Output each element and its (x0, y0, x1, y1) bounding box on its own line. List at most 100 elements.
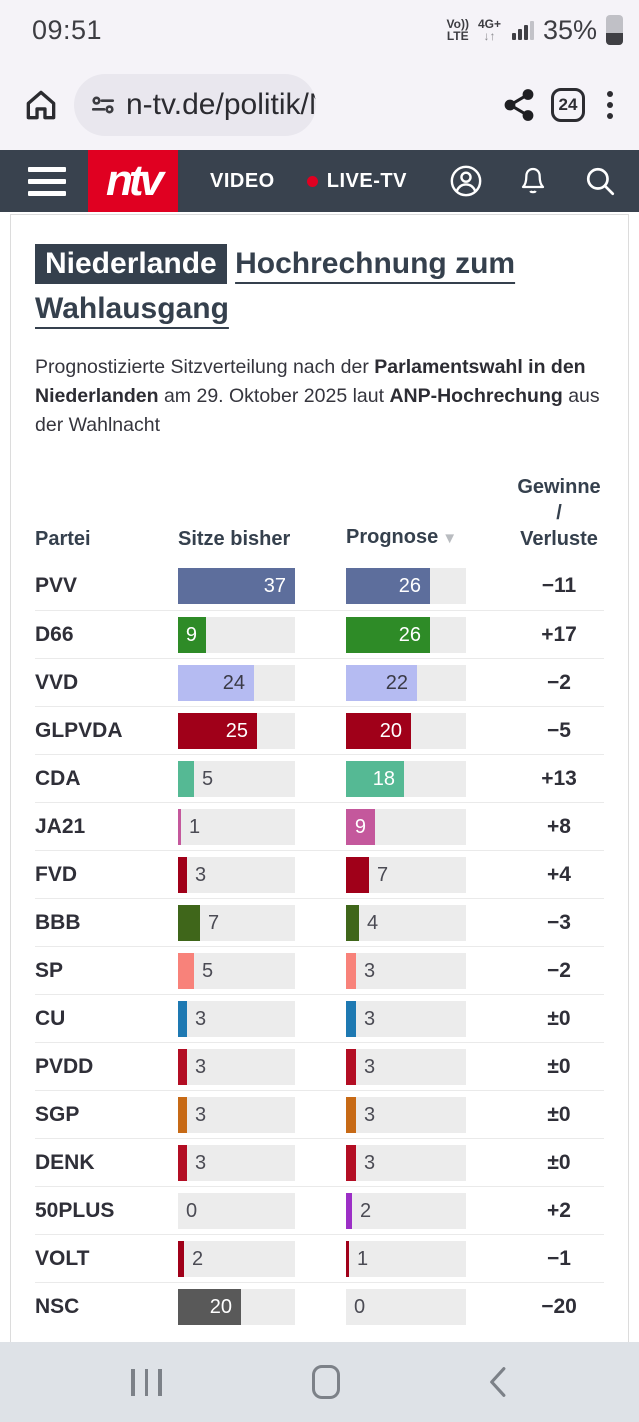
share-icon[interactable] (501, 87, 537, 123)
seats-before-bar: 20 (178, 1288, 346, 1325)
seats-table: PVV 37 26 −11 D66 9 26 +17 VVD 24 22 −2 … (35, 562, 604, 1330)
party-name: BBB (35, 910, 81, 934)
title-text: Hochrechnung zum Wahlausgang (35, 247, 516, 325)
table-row: VVD 24 22 −2 (35, 658, 604, 706)
seats-before-value: 25 (225, 719, 248, 742)
tab-switcher-button[interactable]: 24 (551, 88, 585, 122)
prognose-value: 2 (360, 1199, 372, 1222)
seats-before-bar: 3 (178, 1048, 346, 1085)
prognose-bar: 3 (346, 952, 514, 989)
seats-before-bar: 3 (178, 1144, 346, 1181)
prognose-value: 3 (364, 1151, 376, 1174)
recent-apps-icon[interactable] (125, 1363, 168, 1402)
change-value: −1 (547, 1246, 571, 1270)
table-row: SP 5 3 −2 (35, 946, 604, 994)
party-name: 50PLUS (35, 1198, 115, 1222)
network-type-icon: 4G+ ↓↑ (477, 17, 501, 43)
seats-before-bar: 3 (178, 1096, 346, 1133)
battery-icon (606, 15, 623, 45)
party-name: D66 (35, 622, 74, 646)
table-header: Partei Sitze bisher Prognose ▼ Gewinne / … (35, 474, 604, 562)
article-card: Niederlande Hochrechnung zum Wahlausgang… (10, 214, 629, 1342)
seats-before-bar: 5 (178, 760, 346, 797)
change-value: ±0 (547, 1054, 571, 1078)
party-name: GLPVDA (35, 718, 123, 742)
clock: 09:51 (32, 14, 103, 45)
prognose-value: 3 (364, 1103, 376, 1126)
prognose-bar: 2 (346, 1192, 514, 1229)
android-nav-bar (0, 1342, 639, 1422)
seats-before-bar: 3 (178, 856, 346, 893)
party-name: JA21 (35, 814, 86, 838)
prognose-bar: 18 (346, 760, 514, 797)
url-text[interactable]: n-tv.de/politik/N (126, 88, 316, 121)
nav-live-tv[interactable]: LIVE-TV (306, 170, 407, 193)
change-value: −2 (547, 670, 571, 694)
account-icon[interactable] (449, 164, 483, 198)
search-icon[interactable] (583, 164, 617, 198)
prognose-bar: 22 (346, 664, 514, 701)
seats-before-bar: 5 (178, 952, 346, 989)
prognose-bar: 26 (346, 568, 514, 604)
prognose-value: 26 (398, 575, 421, 597)
seats-before-value: 3 (195, 863, 207, 886)
seats-before-value: 24 (222, 671, 245, 694)
party-name: SP (35, 958, 64, 982)
prognose-value: 4 (367, 911, 379, 934)
prognose-bar: 3 (346, 1096, 514, 1133)
change-value: ±0 (547, 1006, 571, 1030)
url-bar[interactable]: n-tv.de/politik/N (74, 74, 316, 136)
prognose-value: 3 (364, 959, 376, 982)
prognose-bar: 4 (346, 904, 514, 941)
column-header-change[interactable]: Gewinne / Verluste (517, 476, 601, 550)
tab-count: 24 (558, 95, 578, 114)
android-home-icon[interactable] (311, 1365, 340, 1399)
ntv-logo[interactable]: ntv (88, 150, 178, 212)
browser-menu-icon[interactable] (599, 87, 621, 123)
change-value: −11 (541, 574, 577, 597)
sort-descending-icon: ▼ (442, 530, 458, 547)
column-header-party[interactable]: Partei (35, 528, 91, 550)
live-dot-icon (306, 175, 318, 187)
kicker-badge: Niederlande (35, 244, 227, 284)
column-header-seats-before[interactable]: Sitze bisher (178, 528, 291, 550)
android-back-icon[interactable] (484, 1365, 514, 1399)
table-row: NSC 20 0 −20 (35, 1282, 604, 1330)
change-value: +17 (541, 622, 577, 646)
home-icon[interactable] (22, 86, 60, 124)
seats-before-value: 3 (195, 1055, 207, 1078)
prognose-bar: 7 (346, 856, 514, 893)
nav-video[interactable]: VIDEO (210, 169, 275, 192)
table-row: CU 3 3 ±0 (35, 994, 604, 1042)
prognose-value: 22 (385, 671, 408, 694)
party-name: VOLT (35, 1246, 90, 1270)
notifications-bell-icon[interactable] (517, 164, 549, 198)
prognose-value: 3 (364, 1055, 376, 1078)
seats-before-value: 9 (185, 623, 197, 646)
table-row: JA21 1 9 +8 (35, 802, 604, 850)
seats-before-bar: 2 (178, 1240, 346, 1277)
table-row: 50PLUS 0 2 +2 (35, 1186, 604, 1234)
hamburger-menu-icon[interactable] (24, 163, 70, 200)
page-info-icon[interactable] (90, 92, 116, 118)
prognose-value: 26 (398, 623, 421, 646)
table-row: PVV 37 26 −11 (35, 562, 604, 610)
party-name: PVV (35, 574, 78, 597)
change-value: −20 (541, 1294, 577, 1318)
party-name: DENK (35, 1150, 95, 1174)
seats-before-value: 1 (189, 815, 201, 838)
status-bar: 09:51 Vo)) LTE 4G+ ↓↑ 35% (0, 0, 639, 60)
signal-strength-icon (511, 20, 534, 40)
seats-before-bar: 9 (178, 616, 346, 653)
table-row: VOLT 2 1 −1 (35, 1234, 604, 1282)
party-name: FVD (35, 862, 77, 886)
seats-before-value: 2 (192, 1247, 204, 1270)
article-intro: Prognostizierte Sitzverteilung nach der … (35, 356, 600, 436)
prognose-value: 9 (354, 815, 366, 838)
seats-before-value: 5 (202, 767, 214, 790)
column-header-prognose[interactable]: Prognose ▼ (346, 526, 458, 548)
seats-before-bar: 37 (178, 568, 346, 604)
party-name: CU (35, 1006, 66, 1030)
page-title: Niederlande Hochrechnung zum Wahlausgang (35, 241, 604, 331)
prognose-bar: 3 (346, 1144, 514, 1181)
